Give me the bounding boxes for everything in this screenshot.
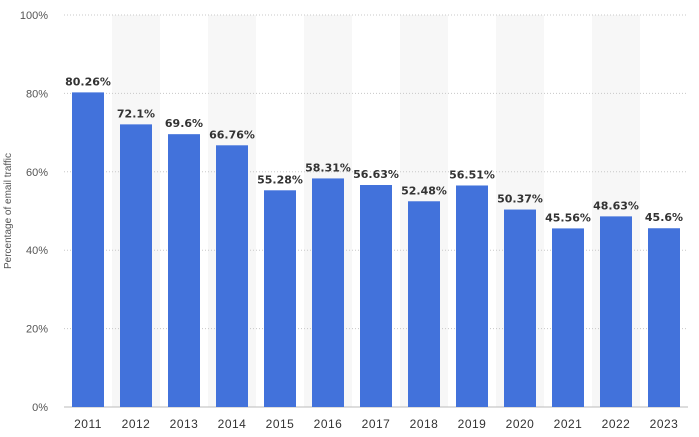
bar-2018[interactable] xyxy=(408,201,440,407)
data-label: 56.51% xyxy=(449,168,495,181)
bar-2020[interactable] xyxy=(504,209,536,407)
bar-2014[interactable] xyxy=(216,145,248,408)
bar-2015[interactable] xyxy=(264,190,296,407)
x-tick-label: 2020 xyxy=(506,417,535,431)
bar-2011[interactable] xyxy=(72,92,104,407)
x-tick-label: 2021 xyxy=(554,417,583,431)
x-tick-label: 2022 xyxy=(602,417,631,431)
bar-2019[interactable] xyxy=(456,185,488,407)
x-tick-label: 2019 xyxy=(458,417,487,431)
data-label: 55.28% xyxy=(257,173,303,186)
data-label: 45.6% xyxy=(645,211,683,224)
data-label: 45.56% xyxy=(545,211,591,224)
x-tick-label: 2013 xyxy=(170,417,199,431)
y-tick-label: 100% xyxy=(20,10,48,22)
bar-2017[interactable] xyxy=(360,185,392,407)
data-label: 69.6% xyxy=(165,117,203,130)
data-labels: 80.26% 72.1% 69.6% 66.76% 55.28%58.31%56.63%… xyxy=(65,75,683,224)
y-tick-label: 60% xyxy=(26,167,48,179)
x-tick-label: 2023 xyxy=(650,417,679,431)
y-axis: 0% 20% 40% 60% 80% 100% xyxy=(20,10,48,414)
x-tick-label: 2017 xyxy=(362,417,391,431)
bars xyxy=(72,92,680,408)
data-label: 56.63% xyxy=(353,168,399,181)
bar-2023[interactable] xyxy=(648,228,680,407)
y-axis-title: Percentage of email traffic xyxy=(3,153,14,269)
y-tick-label: 80% xyxy=(26,88,48,100)
x-axis: 2011 2012 2013 2014 2015 2016 2017 2018 2019 2020… xyxy=(74,417,678,431)
y-tick-label: 0% xyxy=(32,402,48,414)
x-tick-label: 2014 xyxy=(218,417,247,431)
y-tick-label: 40% xyxy=(26,245,48,257)
data-label: 50.37% xyxy=(497,193,543,206)
data-label: 72.1% xyxy=(117,107,155,120)
x-tick-label: 2012 xyxy=(122,417,151,431)
y-tick-label: 20% xyxy=(26,324,48,336)
data-label: 52.48% xyxy=(401,184,447,197)
data-label: 48.63% xyxy=(593,199,639,212)
bar-2022[interactable] xyxy=(600,216,632,407)
x-tick-label: 2016 xyxy=(314,417,343,431)
data-label: 66.76% xyxy=(209,128,255,141)
x-tick-label: 2015 xyxy=(266,417,295,431)
bar-2012[interactable] xyxy=(120,124,152,408)
data-label: 58.31% xyxy=(305,161,351,174)
x-tick-label: 2018 xyxy=(410,417,439,431)
x-tick-label: 2011 xyxy=(74,417,102,431)
bar-2013[interactable] xyxy=(168,134,200,407)
bar-2016[interactable] xyxy=(312,178,344,407)
bar-2021[interactable] xyxy=(552,228,584,407)
data-label: 80.26% xyxy=(65,75,111,88)
